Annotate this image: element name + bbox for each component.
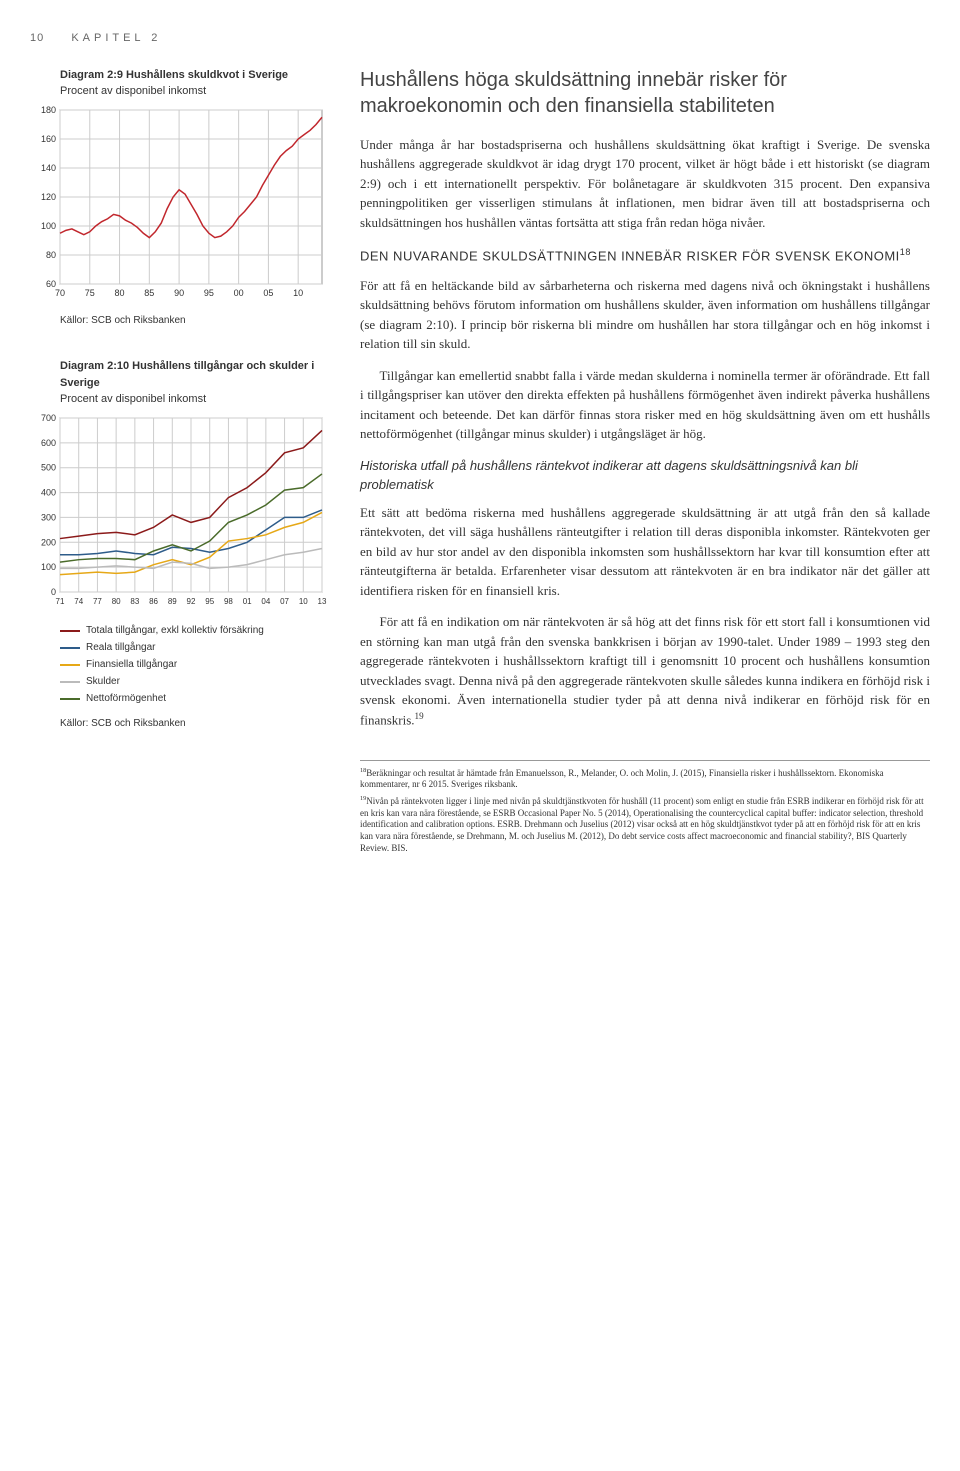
para-1: Under många år har bostadspriserna och h… (360, 135, 930, 233)
svg-text:80: 80 (112, 597, 121, 606)
chart-210-subtitle: Procent av disponibel inkomst (60, 391, 330, 408)
main-heading: Hushållens höga skuldsättning innebär ri… (360, 67, 930, 119)
chart-29-svg: 6080100120140160180707580859095000510 (30, 104, 330, 304)
chart-29-subtitle: Procent av disponibel inkomst (60, 83, 330, 100)
svg-text:200: 200 (41, 537, 56, 547)
page-header: 10 KAPITEL 2 (30, 30, 930, 47)
svg-text:01: 01 (243, 597, 252, 606)
chart-210-legend: Totala tillgångar, exkl kollektiv försäk… (60, 623, 330, 706)
svg-text:180: 180 (41, 105, 56, 115)
svg-text:300: 300 (41, 512, 56, 522)
svg-text:10: 10 (299, 597, 308, 606)
chapter-label: KAPITEL 2 (71, 32, 161, 44)
svg-text:00: 00 (234, 288, 244, 298)
svg-text:100: 100 (41, 221, 56, 231)
svg-text:100: 100 (41, 562, 56, 572)
svg-text:70: 70 (55, 288, 65, 298)
para-2: För att få en heltäckande bild av sårbar… (360, 276, 930, 354)
footnote-ref-19: 19 (415, 711, 424, 721)
svg-text:10: 10 (293, 288, 303, 298)
svg-text:74: 74 (74, 597, 83, 606)
svg-text:77: 77 (93, 597, 102, 606)
chart-29-source: Källor: SCB och Riksbanken (60, 313, 330, 328)
para-5-text: För att få en indikation om när räntekvo… (360, 614, 930, 727)
legend-item: Finansiella tillgångar (60, 657, 330, 672)
svg-text:05: 05 (263, 288, 273, 298)
main-text: Hushållens höga skuldsättning innebär ri… (360, 67, 930, 859)
svg-text:120: 120 (41, 192, 56, 202)
para-5: För att få en indikation om när räntekvo… (360, 612, 930, 729)
sub-heading-1-text: DEN NUVARANDE SKULDSÄTTNINGEN INNEBÄR RI… (360, 248, 900, 263)
para-3: Tillgångar kan emellertid snabbt falla i… (360, 366, 930, 444)
svg-text:85: 85 (144, 288, 154, 298)
svg-text:600: 600 (41, 437, 56, 447)
svg-text:160: 160 (41, 134, 56, 144)
sub-heading-1: DEN NUVARANDE SKULDSÄTTNINGEN INNEBÄR RI… (360, 246, 930, 266)
chart-210-svg: 0 100 200 300 400 500 600 700 71 74 77 80 83 86 89 92 95… (30, 412, 330, 612)
svg-text:83: 83 (130, 597, 139, 606)
svg-text:90: 90 (174, 288, 184, 298)
page-number: 10 (30, 32, 44, 44)
svg-text:86: 86 (149, 597, 158, 606)
svg-text:13: 13 (318, 597, 327, 606)
footnote-19: 19Nivån på räntekvoten ligger i linje me… (360, 795, 930, 854)
svg-text:700: 700 (41, 413, 56, 423)
svg-text:80: 80 (46, 250, 56, 260)
legend-item: Nettoförmögenhet (60, 691, 330, 706)
svg-text:04: 04 (261, 597, 270, 606)
svg-text:98: 98 (224, 597, 233, 606)
footnote-ref-18: 18 (900, 247, 911, 257)
italic-subheading: Historiska utfall på hushållens räntekvo… (360, 456, 930, 495)
svg-text:89: 89 (168, 597, 177, 606)
svg-text:92: 92 (187, 597, 196, 606)
chart-29-title: Diagram 2:9 Hushållens skuldkvot i Sveri… (60, 67, 330, 84)
svg-text:0: 0 (51, 587, 56, 597)
svg-text:400: 400 (41, 487, 56, 497)
svg-text:71: 71 (56, 597, 65, 606)
svg-text:140: 140 (41, 163, 56, 173)
legend-item: Reala tillgångar (60, 640, 330, 655)
svg-text:80: 80 (115, 288, 125, 298)
chart-210: Diagram 2:10 Hushållens tillgångar och s… (30, 358, 330, 731)
svg-text:95: 95 (205, 597, 214, 606)
chart-29: Diagram 2:9 Hushållens skuldkvot i Sveri… (30, 67, 330, 329)
footnote-18: 18Beräkningar och resultat är hämtade fr… (360, 767, 930, 791)
para-4: Ett sätt att bedöma riskerna med hushåll… (360, 503, 930, 601)
footnotes: 18Beräkningar och resultat är hämtade fr… (360, 760, 930, 855)
legend-item: Skulder (60, 674, 330, 689)
svg-text:95: 95 (204, 288, 214, 298)
legend-item: Totala tillgångar, exkl kollektiv försäk… (60, 623, 330, 638)
svg-text:75: 75 (85, 288, 95, 298)
svg-text:07: 07 (280, 597, 289, 606)
chart-210-source: Källor: SCB och Riksbanken (60, 716, 330, 731)
chart-210-title: Diagram 2:10 Hushållens tillgångar och s… (60, 358, 330, 391)
svg-text:500: 500 (41, 462, 56, 472)
